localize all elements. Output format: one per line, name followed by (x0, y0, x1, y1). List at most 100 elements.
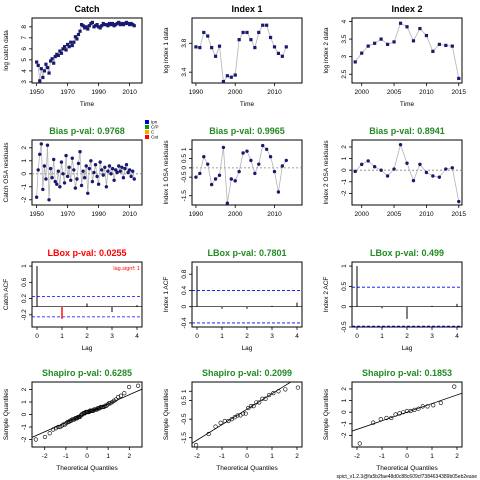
y-axis-label: Index 2 ACF (323, 277, 330, 313)
data-point (202, 30, 206, 35)
data-point (261, 23, 265, 27)
data-point (61, 172, 65, 176)
data-point (59, 51, 64, 55)
x-tick-label: -2 (42, 453, 48, 460)
data-point (67, 45, 71, 49)
qq-point (136, 383, 141, 388)
qq-point (51, 427, 56, 432)
qq-point (206, 431, 211, 437)
qq-point (267, 392, 272, 398)
data-point (70, 156, 74, 160)
y-axis-label: Catch OSA residuals (3, 142, 10, 203)
x-tick-label: 3 (110, 333, 114, 340)
x-tick-label: 1 (220, 333, 224, 340)
x-axis-label: Lag (82, 345, 93, 352)
x-tick-label: 2010 (419, 89, 434, 96)
data-point (129, 174, 133, 179)
y-tick-label: 0 (181, 305, 188, 309)
data-point (50, 57, 54, 61)
data-point (360, 162, 364, 167)
qq-point (118, 393, 123, 398)
panel-title: LBox p-val: 0.7801 (207, 248, 286, 258)
data-point (229, 177, 233, 181)
data-point (41, 187, 45, 192)
data-point (56, 169, 61, 173)
data-point (245, 30, 249, 35)
data-point (109, 172, 113, 176)
legend-label: Cat (151, 135, 159, 140)
data-point (241, 151, 245, 155)
qq-point (260, 396, 265, 401)
data-point (69, 178, 73, 182)
data-point (48, 166, 53, 171)
data-point (62, 45, 67, 49)
data-point (424, 170, 429, 175)
legend-swatch (145, 130, 149, 134)
data-point (81, 24, 85, 28)
data-point (100, 24, 104, 28)
y-tick-label: 1 (341, 156, 348, 160)
qq-point (243, 411, 248, 416)
data-point (398, 142, 403, 147)
panel-1: Catch 1950 1970 1990 2010 3 4 5 6 7 8 Time log catch… (3, 4, 143, 108)
panel-6: Bias p-val: 0.8941 2000 2005 2010 2015 -2 -1 0 1… (323, 126, 466, 218)
data-point (229, 75, 233, 79)
data-point (127, 168, 132, 172)
qq-point (248, 404, 254, 409)
data-point (132, 177, 136, 181)
x-axis-label: Theoretical Quantiles (216, 465, 278, 472)
data-point (44, 62, 48, 66)
y-tick-label: 1 (341, 264, 348, 268)
legend-swatch (145, 120, 149, 124)
data-point (93, 163, 98, 167)
y-tick-label: 1 (21, 159, 28, 163)
data-point (89, 159, 93, 163)
qq-point (226, 418, 231, 424)
data-point (39, 142, 43, 146)
data-point (90, 20, 95, 25)
x-tick-label: 1950 (29, 211, 44, 218)
qq-point (235, 413, 240, 418)
qq-point (371, 420, 376, 425)
legend-swatch (145, 125, 149, 129)
x-tick-label: 2000 (228, 211, 243, 218)
y-tick-label: -1.5 (181, 432, 188, 444)
qq-point (229, 417, 234, 422)
qq-point (397, 411, 402, 416)
x-tick-label: 1 (270, 453, 274, 460)
data-point (112, 178, 116, 182)
data-point (221, 145, 226, 150)
data-point (253, 171, 257, 176)
qq-point (53, 426, 58, 431)
data-point (198, 46, 202, 50)
data-point (261, 143, 265, 148)
data-point (110, 166, 115, 171)
qq-point (47, 431, 52, 436)
x-tick-label: 1990 (91, 89, 106, 96)
data-point (213, 54, 218, 58)
y-tick-label: 2 (341, 145, 348, 149)
data-point (265, 23, 269, 27)
qq-point (113, 397, 119, 402)
qq-point (452, 384, 457, 389)
x-tick-label: 1970 (60, 211, 75, 218)
qq-point (271, 391, 276, 396)
data-point (107, 164, 112, 168)
x-tick-label: 0 (35, 333, 39, 340)
panel-5: Bias p-val: 0.9965 1990 2000 2010 -1.5 -0.50 0… (163, 126, 303, 218)
data-point (457, 76, 461, 81)
data-point (51, 157, 56, 162)
x-tick-label: 2 (127, 453, 131, 460)
data-point (360, 51, 364, 55)
acf-annotation: lag.signf: 1 (113, 266, 140, 272)
y-tick-label: 1 (181, 147, 188, 151)
data-point (110, 21, 115, 26)
y-tick-label: 0.8 (181, 269, 188, 278)
x-tick-label: 1 (430, 453, 434, 460)
plot-frame (191, 17, 303, 84)
qq-point (378, 417, 383, 422)
data-point (353, 169, 357, 174)
plot-frame (31, 17, 143, 84)
data-point (280, 54, 284, 58)
